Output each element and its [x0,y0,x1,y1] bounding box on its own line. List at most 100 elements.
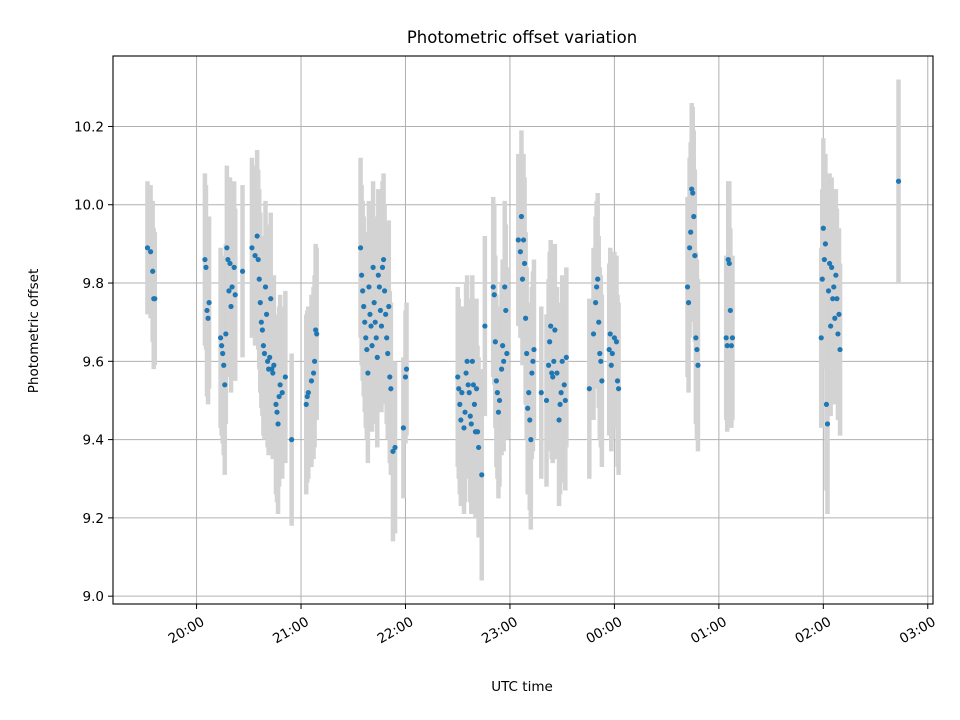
data-points [144,178,902,478]
data-point [390,448,396,454]
data-point [835,331,841,337]
data-point [823,401,830,407]
data-point [259,327,265,333]
data-point [723,335,729,341]
data-point [367,311,373,317]
data-point [501,358,507,364]
data-point [597,350,603,357]
data-point [837,346,843,353]
data-point [563,354,569,360]
data-point [463,370,469,376]
data-point [392,444,398,451]
data-point [490,284,496,290]
data-point [502,284,508,290]
data-point [222,382,228,388]
data-point [457,401,463,407]
data-point [254,233,260,239]
data-point [464,358,470,364]
data-point [818,335,824,341]
data-point [373,335,379,341]
data-point [363,335,369,341]
data-point [727,307,733,314]
data-point [820,225,826,231]
data-point [376,284,382,290]
data-point [492,339,498,345]
data-point [595,276,601,282]
data-point [491,292,497,298]
data-point [531,346,537,353]
data-point [468,421,474,427]
data-point [729,335,736,341]
data-point [559,358,565,364]
data-point [518,213,525,220]
data-point [264,358,271,364]
data-point [267,354,273,360]
data-point [224,245,230,251]
data-point [305,390,311,396]
data-point [688,229,694,235]
data-point [370,264,376,270]
data-point [545,362,552,368]
data-point [403,366,410,372]
y-tick-label: 9.8 [83,276,104,292]
data-point [824,421,831,427]
data-point [249,245,255,251]
data-point [229,284,235,290]
data-point [611,335,618,341]
data-point [521,260,528,267]
data-point [400,425,406,431]
data-point [832,315,838,321]
data-point [594,284,600,290]
y-axis-label: Photometric offset [26,269,42,393]
data-point [550,374,556,380]
data-point [312,358,318,364]
data-point [239,268,246,274]
data-point [277,382,283,388]
data-point [684,284,691,290]
data-point [359,272,365,278]
data-point [232,292,238,298]
data-point [543,397,550,404]
data-point [377,307,384,314]
data-point [303,401,309,407]
chart-title: Photometric offset variation [407,28,637,47]
data-point [517,249,523,255]
data-point [455,374,461,380]
data-point [387,374,393,380]
data-point [458,417,464,423]
data-point [615,386,622,392]
data-point [275,421,281,427]
data-point [378,323,385,329]
data-point [402,374,409,380]
data-point [529,370,535,376]
data-point [466,390,472,396]
data-point [206,300,212,306]
data-point [561,382,567,388]
data-point [598,358,604,364]
data-point [831,284,837,290]
data-point [503,307,509,314]
y-tick-label: 9.2 [83,511,104,527]
data-point [825,288,832,294]
data-point [496,397,503,404]
data-point [226,288,232,294]
data-point [273,401,279,407]
data-point [687,245,693,251]
data-point [547,339,553,345]
data-point [459,390,465,396]
data-point [204,307,210,314]
plot-frame [112,55,934,605]
data-point [313,327,319,333]
data-point [268,296,274,302]
data-point [148,249,154,255]
data-point [371,300,377,306]
data-point [558,390,564,396]
data-point [690,190,696,196]
data-point [476,444,482,451]
data-point [276,393,282,400]
data-point [203,264,209,270]
data-point [599,378,605,384]
data-point [456,386,462,392]
data-point [364,346,370,353]
